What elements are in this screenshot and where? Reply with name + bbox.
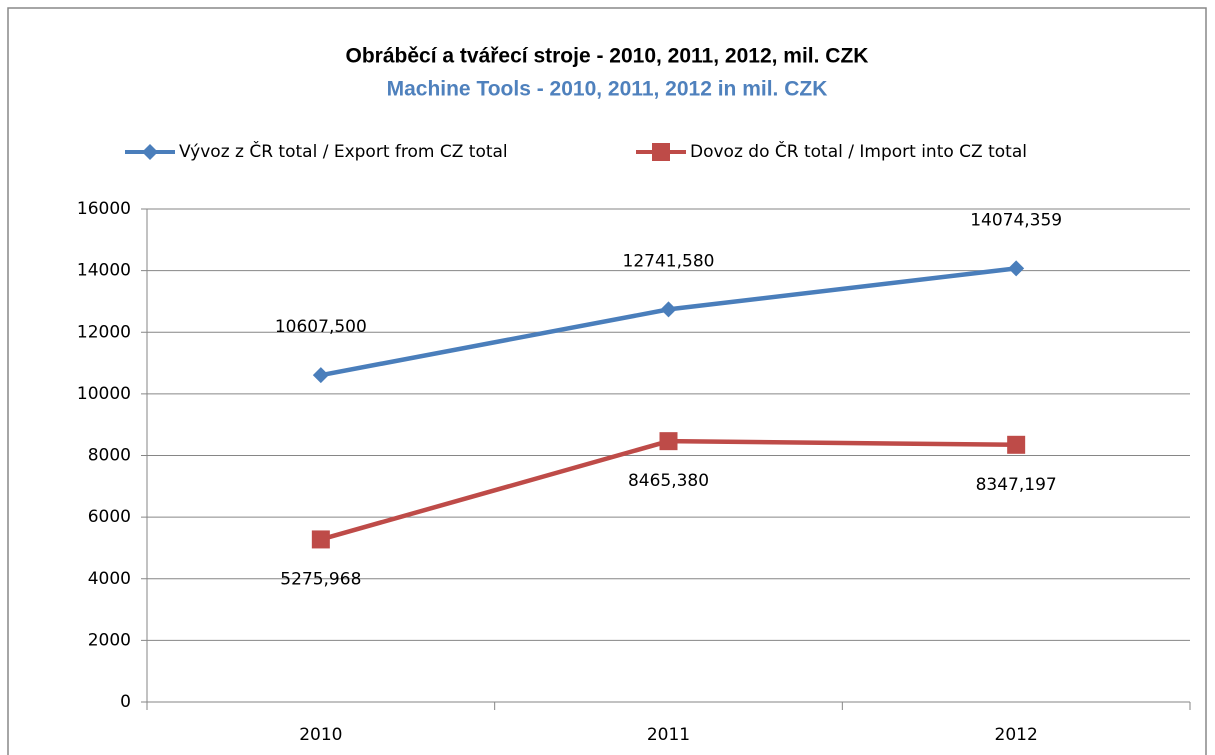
- marker: [311, 530, 330, 549]
- y-tick-label: 10000: [77, 384, 131, 404]
- data-label: 8465,380: [628, 471, 709, 491]
- chart-subtitle: Machine Tools - 2010, 2011, 2012 in mil.…: [387, 78, 828, 101]
- data-label: 14074,359: [970, 210, 1062, 230]
- chart-frame: [7, 7, 1207, 755]
- y-tick-label: 8000: [88, 446, 131, 466]
- marker: [659, 432, 678, 451]
- legend-marker: [652, 143, 670, 161]
- marker: [660, 301, 677, 318]
- y-tick-label: 14000: [77, 261, 131, 281]
- data-label: 10607,500: [275, 317, 367, 337]
- legend-label: Dovoz do ČR total / Import into CZ total: [690, 140, 1027, 162]
- data-label: 8347,197: [976, 475, 1057, 495]
- legend-label: Vývoz z ČR total / Export from CZ total: [179, 140, 508, 162]
- data-label: 5275,968: [280, 569, 361, 589]
- x-tick-label: 2012: [995, 725, 1038, 745]
- marker: [1007, 435, 1026, 454]
- marker: [1008, 260, 1025, 277]
- data-label: 12741,580: [623, 251, 715, 271]
- legend-marker: [142, 144, 158, 160]
- x-tick-label: 2011: [647, 725, 690, 745]
- y-tick-label: 12000: [77, 322, 131, 342]
- chart-title: Obráběcí a tvářecí stroje - 2010, 2011, …: [346, 45, 869, 68]
- y-tick-label: 6000: [88, 507, 131, 527]
- marker: [312, 367, 329, 384]
- y-tick-label: 16000: [77, 199, 131, 219]
- y-tick-label: 0: [120, 692, 131, 712]
- y-tick-label: 2000: [88, 630, 131, 650]
- y-tick-label: 4000: [88, 569, 131, 589]
- x-tick-label: 2010: [299, 725, 342, 745]
